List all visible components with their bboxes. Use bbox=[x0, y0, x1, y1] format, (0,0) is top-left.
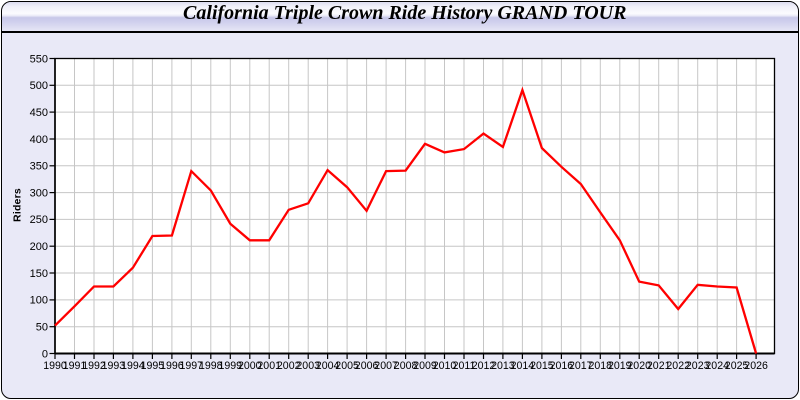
svg-text:2000: 2000 bbox=[238, 360, 262, 372]
svg-text:1990: 1990 bbox=[43, 360, 67, 372]
svg-text:200: 200 bbox=[30, 241, 48, 253]
svg-text:2008: 2008 bbox=[394, 360, 418, 372]
svg-text:1995: 1995 bbox=[141, 360, 165, 372]
svg-text:2013: 2013 bbox=[491, 360, 515, 372]
svg-text:2018: 2018 bbox=[589, 360, 613, 372]
svg-text:1993: 1993 bbox=[102, 360, 126, 372]
svg-text:2020: 2020 bbox=[627, 360, 651, 372]
svg-text:550: 550 bbox=[30, 53, 48, 65]
svg-text:2017: 2017 bbox=[569, 360, 593, 372]
svg-text:2001: 2001 bbox=[257, 360, 281, 372]
svg-text:100: 100 bbox=[30, 295, 48, 307]
svg-text:2016: 2016 bbox=[550, 360, 574, 372]
svg-text:2023: 2023 bbox=[686, 360, 710, 372]
svg-text:2026: 2026 bbox=[744, 360, 768, 372]
svg-text:2009: 2009 bbox=[413, 360, 437, 372]
svg-text:1997: 1997 bbox=[180, 360, 204, 372]
svg-text:1999: 1999 bbox=[219, 360, 243, 372]
svg-text:2022: 2022 bbox=[666, 360, 690, 372]
svg-text:300: 300 bbox=[30, 187, 48, 199]
svg-text:250: 250 bbox=[30, 214, 48, 226]
svg-text:2010: 2010 bbox=[433, 360, 457, 372]
svg-text:1994: 1994 bbox=[121, 360, 145, 372]
svg-text:2012: 2012 bbox=[472, 360, 496, 372]
svg-text:1991: 1991 bbox=[63, 360, 87, 372]
svg-text:500: 500 bbox=[30, 80, 48, 92]
svg-text:2002: 2002 bbox=[277, 360, 301, 372]
svg-text:400: 400 bbox=[30, 134, 48, 146]
svg-text:150: 150 bbox=[30, 268, 48, 280]
svg-text:2004: 2004 bbox=[316, 360, 340, 372]
svg-text:2007: 2007 bbox=[374, 360, 398, 372]
svg-text:2003: 2003 bbox=[296, 360, 320, 372]
svg-text:2015: 2015 bbox=[530, 360, 554, 372]
svg-text:Riders: Riders bbox=[12, 188, 24, 222]
svg-text:2024: 2024 bbox=[705, 360, 729, 372]
svg-text:1992: 1992 bbox=[82, 360, 106, 372]
svg-text:1998: 1998 bbox=[199, 360, 223, 372]
svg-text:50: 50 bbox=[36, 322, 48, 334]
svg-text:0: 0 bbox=[42, 348, 48, 360]
svg-text:2005: 2005 bbox=[335, 360, 359, 372]
svg-text:1996: 1996 bbox=[160, 360, 184, 372]
svg-text:2006: 2006 bbox=[355, 360, 379, 372]
svg-text:2021: 2021 bbox=[647, 360, 671, 372]
svg-text:2025: 2025 bbox=[725, 360, 749, 372]
svg-text:2011: 2011 bbox=[453, 360, 476, 372]
svg-text:2014: 2014 bbox=[511, 360, 535, 372]
svg-text:2019: 2019 bbox=[608, 360, 632, 372]
svg-text:450: 450 bbox=[30, 107, 48, 119]
svg-text:350: 350 bbox=[30, 161, 48, 173]
